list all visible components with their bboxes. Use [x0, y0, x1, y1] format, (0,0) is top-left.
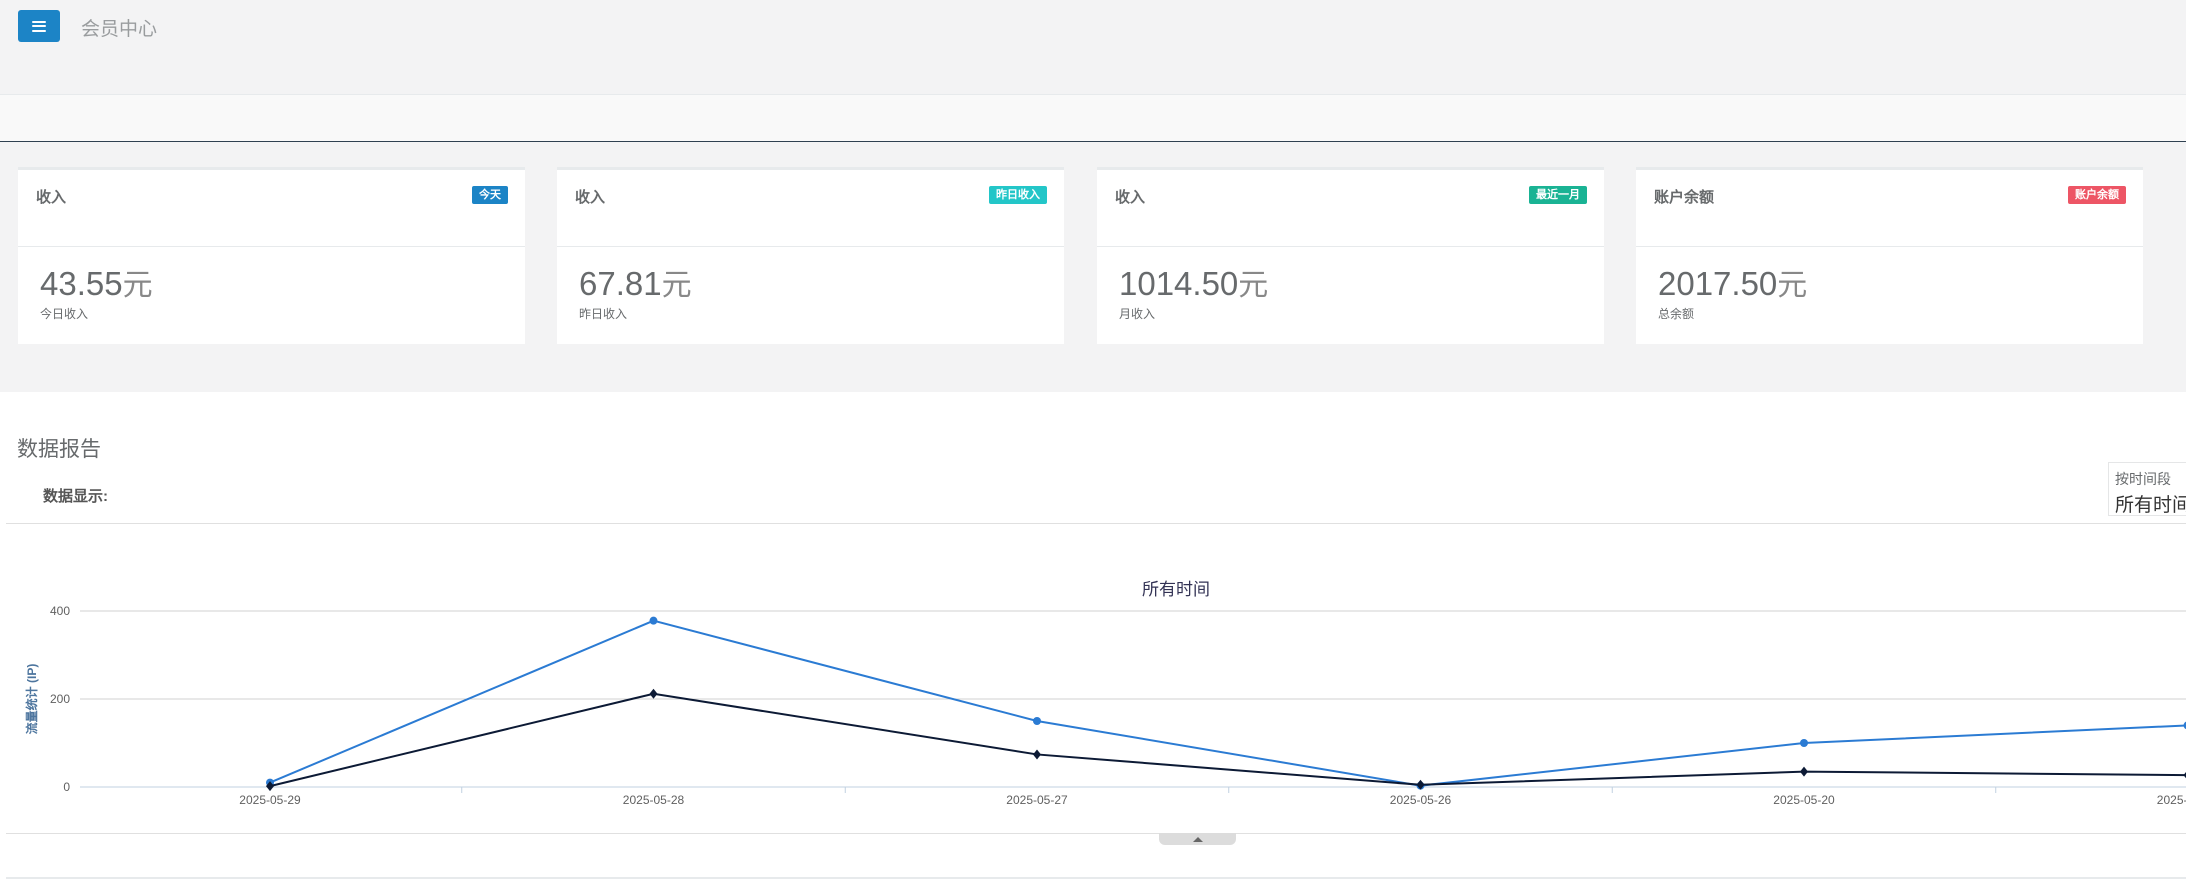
card-header: 收入 最近一月 — [1097, 170, 1604, 247]
data-point[interactable] — [1800, 766, 1808, 777]
data-point[interactable] — [649, 688, 658, 699]
income-yesterday-card: 收入 昨日收入 67.81元 昨日收入 — [557, 167, 1064, 344]
y-axis-label: 流量统计 (IP) — [24, 664, 39, 735]
x-tick-label: 2025-05-28 — [623, 793, 685, 807]
top-navbar: 会员中心 — [0, 0, 2186, 94]
income-today-card: 收入 今天 43.55元 今日收入 — [18, 167, 525, 344]
traffic-line-chart: 所有时间 流量统计 (IP) 0 200 400 2025-05-29 2025-05-… — [24, 580, 2186, 807]
time-range-select[interactable]: 按时间段 所有时间 — [2108, 462, 2186, 516]
x-tick-label: 2025-05-26 — [1390, 793, 1452, 807]
data-point[interactable] — [1033, 717, 1041, 725]
hamburger-menu-icon — [32, 20, 46, 32]
divider — [6, 523, 2186, 524]
status-badge: 今天 — [472, 186, 508, 204]
data-point[interactable] — [649, 616, 658, 625]
card-header: 收入 今天 — [18, 170, 525, 247]
page-title: 会员中心 — [81, 19, 158, 40]
data-point[interactable] — [2183, 721, 2186, 730]
income-month-card: 收入 最近一月 1014.50元 月收入 — [1097, 167, 1604, 344]
series-line — [269, 692, 2186, 788]
y-tick-label: 400 — [50, 604, 70, 618]
chart-title: 所有时间 — [1142, 580, 1210, 599]
data-point[interactable] — [1800, 739, 1808, 747]
card-header: 收入 昨日收入 — [557, 170, 1064, 247]
account-balance-card: 账户余额 账户余额 2017.50元 总余额 — [1636, 167, 2143, 344]
card-title: 收入 — [575, 189, 606, 206]
status-badge: 账户余额 — [2068, 186, 2126, 204]
card-label: 今日收入 — [40, 307, 89, 321]
x-tick-label: 2025-05-27 — [1006, 793, 1068, 807]
card-title: 收入 — [36, 189, 67, 206]
card-title: 账户余额 — [1654, 189, 1715, 206]
time-range-value: 所有时间 — [2115, 495, 2186, 516]
chart-collapse-button[interactable] — [1159, 833, 1236, 845]
card-value: 2017.50元 — [1658, 265, 1808, 302]
data-display-label: 数据显示: — [43, 488, 108, 505]
card-value: 43.55元 — [40, 265, 153, 302]
menu-toggle-button[interactable] — [18, 10, 60, 42]
data-point[interactable] — [1416, 779, 1425, 790]
status-badge: 最近一月 — [1529, 186, 1587, 204]
breadcrumb-bar — [0, 94, 2186, 143]
report-title: 数据报告 — [17, 438, 101, 461]
card-label: 月收入 — [1119, 307, 1156, 321]
series-line — [269, 619, 2186, 787]
y-tick-label: 200 — [50, 692, 70, 706]
x-tick-label: 2025-05-19 — [2157, 793, 2186, 807]
card-label: 昨日收入 — [579, 307, 628, 321]
data-point[interactable] — [2183, 770, 2186, 780]
divider — [6, 833, 2186, 834]
card-header: 账户余额 账户余额 — [1636, 170, 2143, 247]
data-point[interactable] — [266, 781, 274, 792]
status-badge: 昨日收入 — [989, 186, 1047, 204]
card-title: 收入 — [1115, 189, 1146, 206]
x-tick-label: 2025-05-20 — [1773, 793, 1835, 807]
card-label: 总余额 — [1658, 307, 1695, 321]
x-tick-label: 2025-05-29 — [239, 793, 301, 807]
card-value: 1014.50元 — [1119, 265, 1269, 302]
card-value: 67.81元 — [579, 265, 692, 302]
chevron-up-icon — [1192, 836, 1203, 842]
time-range-label: 按时间段 — [2115, 471, 2171, 487]
divider — [6, 877, 2186, 879]
y-tick-label: 0 — [63, 780, 70, 794]
data-point[interactable] — [1033, 749, 1041, 760]
